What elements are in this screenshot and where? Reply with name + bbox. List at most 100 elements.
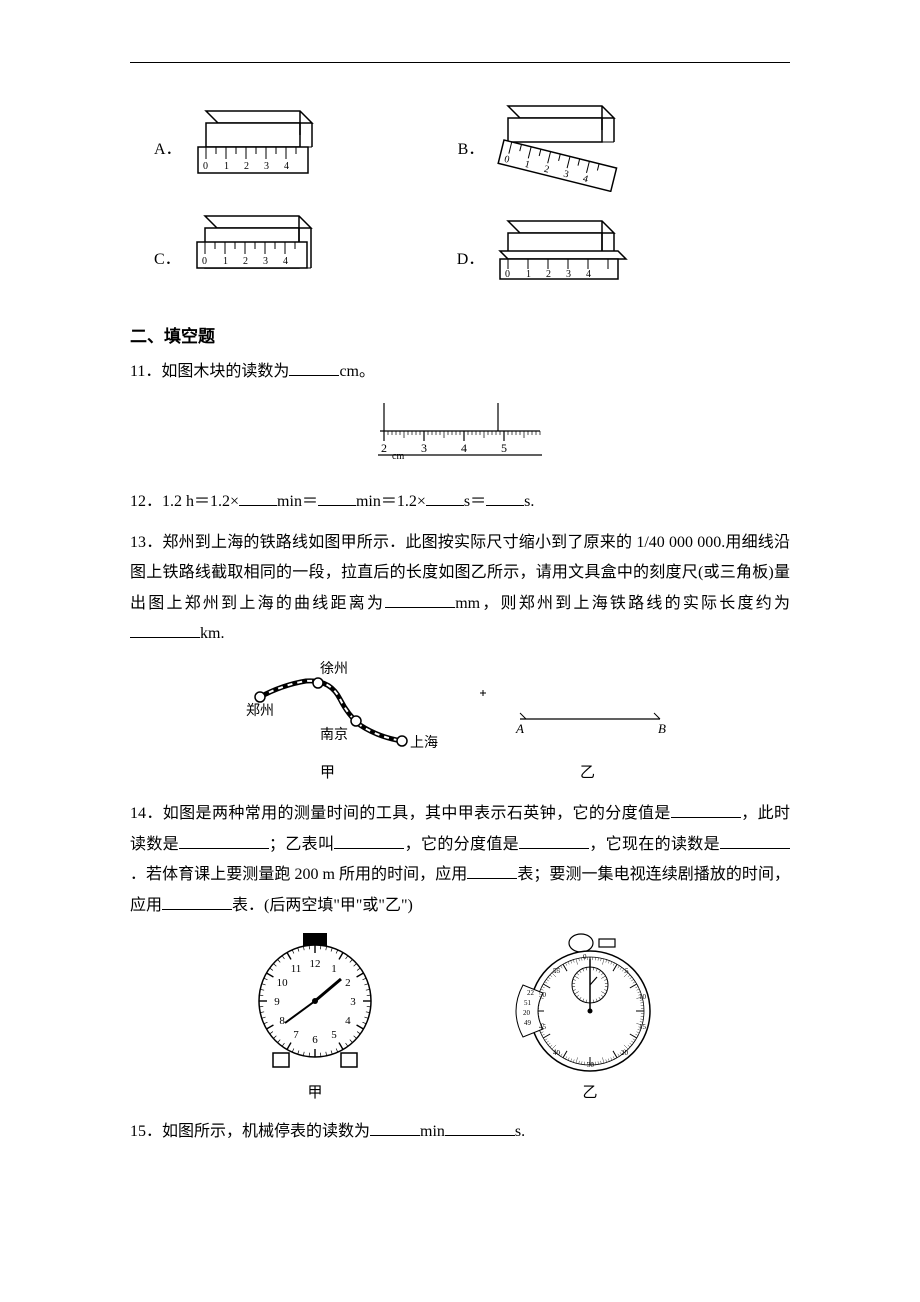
svg-text:12: 12 <box>310 958 321 970</box>
svg-text:11: 11 <box>291 963 302 975</box>
question-14: 14．如图是两种常用的测量时间的工具，其中甲表示石英钟，它的分度值是，此时读数是… <box>130 799 790 1107</box>
option-a: A． <box>154 102 318 192</box>
q14-b2 <box>179 832 269 849</box>
svg-text:7: 7 <box>293 1029 299 1041</box>
svg-text:50: 50 <box>539 991 547 999</box>
svg-text:4: 4 <box>283 256 288 267</box>
svg-text:1: 1 <box>224 161 229 172</box>
option-row-cd: C． <box>130 212 790 302</box>
option-b: B． <box>458 102 631 192</box>
svg-text:55: 55 <box>553 967 561 975</box>
header-rule <box>130 62 790 63</box>
q12-num: 12． <box>130 493 162 510</box>
question-12: 12．1.2 h＝1.2×min＝min＝1.2×s＝s. <box>130 487 790 517</box>
option-d-label: D． <box>457 245 485 269</box>
svg-text:0: 0 <box>203 161 208 172</box>
q15-t2: min <box>420 1123 445 1140</box>
q14-b1 <box>671 801 741 818</box>
q15-b1 <box>370 1119 420 1136</box>
q14-t5: ，它现在的读数是 <box>589 836 720 853</box>
svg-text:8: 8 <box>279 1015 285 1027</box>
q14-b6 <box>467 862 517 879</box>
svg-text:甲: 甲 <box>320 765 335 781</box>
svg-text:徐州: 徐州 <box>320 661 348 677</box>
q13-blank1 <box>385 591 455 608</box>
svg-text:40: 40 <box>553 1049 561 1057</box>
q14-t4: ，它的分度值是 <box>404 836 519 853</box>
svg-text:30: 30 <box>587 1061 595 1069</box>
option-b-label: B． <box>458 135 485 159</box>
svg-text:20: 20 <box>621 1049 629 1057</box>
svg-text:乙: 乙 <box>580 765 595 781</box>
option-a-figure: 0 1 2 3 4 <box>188 107 318 187</box>
q13-num: 13． <box>130 534 162 551</box>
svg-text:南京: 南京 <box>320 727 348 743</box>
svg-text:5: 5 <box>625 967 629 975</box>
q14-b4 <box>519 832 589 849</box>
option-c: C． <box>154 212 317 302</box>
q11-blank <box>289 359 339 376</box>
svg-text:4: 4 <box>461 441 467 455</box>
svg-text:3: 3 <box>350 996 356 1008</box>
svg-text:51: 51 <box>524 999 532 1007</box>
svg-text:3: 3 <box>263 256 268 267</box>
svg-text:2: 2 <box>345 977 351 989</box>
q14-t6: ．若体育课上要测量跑 200 m 所用的时间，应用 <box>130 866 467 883</box>
svg-text:22: 22 <box>527 989 535 997</box>
q15-num: 15． <box>130 1123 162 1140</box>
svg-text:5: 5 <box>501 441 507 455</box>
svg-text:郑州: 郑州 <box>246 703 274 719</box>
svg-text:上海: 上海 <box>410 735 438 751</box>
q13-blank2 <box>130 621 200 638</box>
question-13: 13．郑州到上海的铁路线如图甲所示．此图按实际尺寸缩小到了原来的 1/40 00… <box>130 528 790 790</box>
svg-text:0: 0 <box>505 269 510 280</box>
svg-text:1: 1 <box>331 963 337 975</box>
svg-text:4: 4 <box>284 161 289 172</box>
svg-text:2: 2 <box>243 256 248 267</box>
q14-yi-label: 乙 <box>505 1079 675 1108</box>
q12-m3: s＝ <box>464 493 486 510</box>
svg-text:B: B <box>658 721 666 736</box>
option-a-label: A． <box>154 135 182 159</box>
svg-text:2: 2 <box>244 161 249 172</box>
q11-num: 11． <box>130 363 161 380</box>
q11-text-b: cm。 <box>339 363 375 380</box>
svg-text:1: 1 <box>223 256 228 267</box>
svg-text:cm: cm <box>392 451 404 462</box>
q12-lhs: 1.2 h＝1.2× <box>162 493 239 510</box>
option-d-figure: 0 1 2 3 4 <box>490 217 630 297</box>
q12-m2: min＝1.2× <box>356 493 426 510</box>
q11-figure: 2 3 4 5 cm <box>130 397 790 477</box>
q11-text-a: 如图木块的读数为 <box>161 363 289 380</box>
svg-text:10: 10 <box>277 977 289 989</box>
option-d: D． 0 <box>457 212 631 302</box>
option-b-figure: 0 1 2 3 4 <box>490 102 630 192</box>
q14-jia-label: 甲 <box>245 1079 385 1108</box>
svg-text:20: 20 <box>523 1009 531 1017</box>
svg-text:A: A <box>515 721 524 736</box>
q14-t1: 如图是两种常用的测量时间的工具，其中甲表示石英钟，它的分度值是 <box>163 805 671 822</box>
question-11: 11．如图木块的读数为 cm。 2 3 4 5 cm <box>130 357 790 477</box>
q14-figure: 121234567891011 甲 <box>130 929 790 1108</box>
q14-t8: 表．(后两空填"甲"或"乙") <box>232 897 413 914</box>
q12-b4 <box>486 489 524 506</box>
q14-num: 14． <box>130 805 163 822</box>
svg-text:49: 49 <box>524 1019 532 1027</box>
svg-text:2: 2 <box>546 269 551 280</box>
option-c-label: C． <box>154 245 181 269</box>
svg-text:1: 1 <box>526 269 531 280</box>
svg-text:3: 3 <box>264 161 269 172</box>
svg-text:15: 15 <box>639 1023 647 1031</box>
svg-text:3: 3 <box>566 269 571 280</box>
svg-text:5: 5 <box>331 1029 337 1041</box>
svg-text:3: 3 <box>421 441 427 455</box>
q13-figure: 郑州 徐州 南京 上海 甲 A B 乙 <box>130 659 790 789</box>
svg-text:45: 45 <box>539 1023 547 1031</box>
q12-b1 <box>239 489 277 506</box>
q14-clock-jia: 121234567891011 甲 <box>245 929 385 1108</box>
svg-text:6: 6 <box>312 1034 318 1046</box>
q15-b2 <box>445 1119 515 1136</box>
q12-b2 <box>318 489 356 506</box>
q14-t3: ；乙表叫 <box>269 836 334 853</box>
svg-text:0: 0 <box>202 256 207 267</box>
